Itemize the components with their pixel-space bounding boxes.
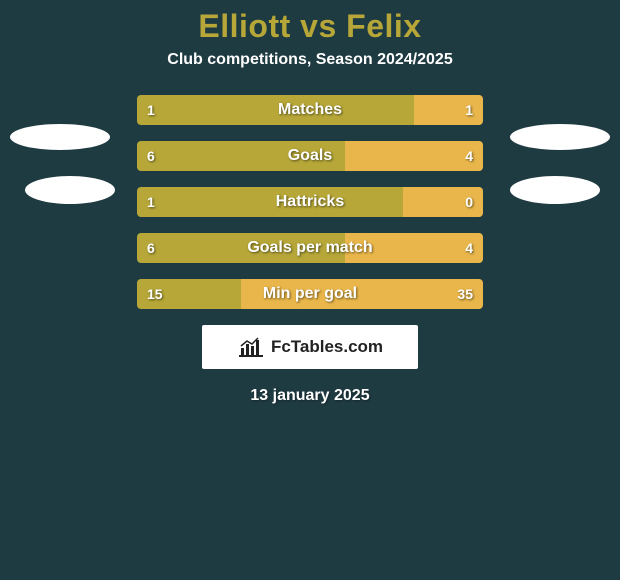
date-text: 13 january 2025 [0, 369, 620, 405]
branding: FcTables.com [202, 325, 418, 369]
stat-bar-left [137, 187, 403, 217]
stat-bar-right [414, 95, 483, 125]
stat-bar-right [345, 233, 483, 263]
stat-row: 10Hattricks [137, 187, 483, 217]
page-title: Elliott vs Felix [0, 0, 620, 51]
stat-row: 64Goals [137, 141, 483, 171]
stat-bar-left [137, 279, 241, 309]
chart-icon [237, 336, 265, 358]
stat-row: 11Matches [137, 95, 483, 125]
brand-text: FcTables.com [271, 337, 383, 357]
stat-bar-right [403, 187, 483, 217]
stat-bars: 11Matches 64Goals 10Hattricks 64Goals per m… [137, 95, 483, 309]
stat-row: 64Goals per match [137, 233, 483, 263]
stat-bar-right [345, 141, 483, 171]
player-left-avatar-2 [25, 176, 115, 204]
stat-bar-left [137, 141, 345, 171]
stat-bar-left [137, 95, 414, 125]
comparison-card: Elliott vs Felix Club competitions, Seas… [0, 0, 620, 580]
stat-row: 1535Min per goal [137, 279, 483, 309]
stat-bar-right [241, 279, 483, 309]
player-left-avatar-1 [10, 124, 110, 150]
player-right-avatar-2 [510, 176, 600, 204]
page-subtitle: Club competitions, Season 2024/2025 [0, 51, 620, 95]
player-right-avatar-1 [510, 124, 610, 150]
stat-bar-left [137, 233, 345, 263]
